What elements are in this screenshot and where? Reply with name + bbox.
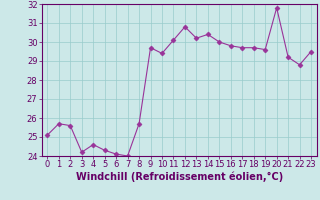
X-axis label: Windchill (Refroidissement éolien,°C): Windchill (Refroidissement éolien,°C) — [76, 172, 283, 182]
